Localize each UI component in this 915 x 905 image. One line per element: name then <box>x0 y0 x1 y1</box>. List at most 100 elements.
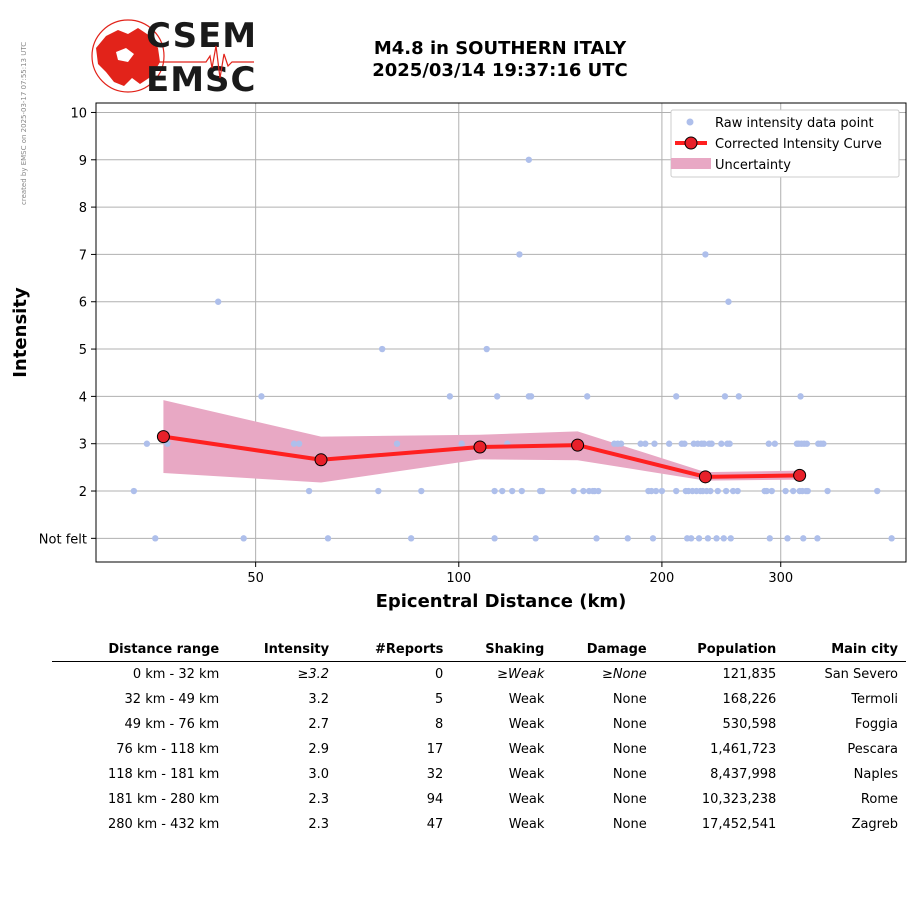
raw-data-point <box>888 535 895 542</box>
header-distance: Distance range <box>52 640 228 662</box>
table-cell: 94 <box>426 792 444 807</box>
table-cell: Foggia <box>854 717 898 732</box>
legend-raw-label: Raw intensity data point <box>715 116 874 131</box>
raw-data-point <box>820 440 827 447</box>
raw-data-point <box>516 251 523 258</box>
raw-data-point <box>700 440 708 447</box>
legend-band-label: Uncertainty <box>715 158 791 173</box>
raw-data-point <box>570 487 577 495</box>
raw-data-point <box>491 487 498 495</box>
table-cell: 280 km - 432 km <box>108 817 220 832</box>
raw-data-point <box>734 487 741 495</box>
raw-data-point <box>532 535 539 542</box>
raw-data-point <box>525 156 533 163</box>
logo-line1: CSEM <box>146 16 258 56</box>
table-cell: Rome <box>860 792 898 807</box>
y-tick-label: 7 <box>79 248 87 263</box>
x-tick-label: 200 <box>649 571 674 586</box>
raw-data-point <box>499 487 506 495</box>
table-cell: 5 <box>435 692 444 707</box>
table-header-row: Distance range Intensity #Reports Shakin… <box>52 640 906 662</box>
table-cell: 1,461,723 <box>710 742 777 757</box>
raw-data-point <box>527 393 535 400</box>
x-axis-label: Epicentral Distance (km) <box>376 591 627 612</box>
curve-marker <box>793 468 807 482</box>
raw-data-point <box>714 487 721 495</box>
raw-data-point <box>784 535 791 542</box>
summary-table: Distance range Intensity #Reports Shakin… <box>52 640 906 837</box>
raw-data-point <box>446 393 454 400</box>
raw-data-point <box>765 440 772 447</box>
raw-data-point <box>324 535 332 542</box>
raw-data-point <box>375 487 382 495</box>
raw-data-point <box>874 487 881 495</box>
raw-data-point <box>378 345 386 353</box>
globe-logo-icon <box>91 19 165 93</box>
y-axis-ticks: Not felt 2 3 4 5 6 7 8 9 10 <box>39 106 96 547</box>
table-cell: 3.0 <box>308 767 330 782</box>
curve-marker <box>473 440 487 454</box>
table-row: 280 km - 432 km 2.3 47 Weak None 17,452,541 Za… <box>52 812 906 837</box>
logo-line2: EMSC <box>146 60 257 100</box>
curve-marker <box>156 430 170 444</box>
plot-frame <box>95 102 907 563</box>
table-cell: Weak <box>508 742 545 757</box>
table-cell: 2.3 <box>308 817 330 832</box>
raw-data-point <box>771 440 779 447</box>
raw-data-point <box>152 535 159 542</box>
seismogram-icon <box>146 45 254 79</box>
raw-data-point <box>721 393 729 400</box>
table-cell: Termoli <box>851 692 898 707</box>
table-cell: Weak <box>508 692 545 707</box>
raw-data-point <box>735 393 742 400</box>
y-tick-label: 5 <box>79 343 87 358</box>
table-cell: San Severo <box>824 667 898 682</box>
raw-data-point <box>407 535 415 542</box>
raw-data-point <box>727 535 734 542</box>
raw-data-point <box>458 440 465 447</box>
legend-box <box>670 109 900 178</box>
table-cell: 47 <box>426 817 444 832</box>
raw-data-point <box>702 251 709 258</box>
table-cell: None <box>612 717 647 732</box>
table-cell: 8,437,998 <box>710 767 777 782</box>
table-cell: ≥None <box>601 667 647 682</box>
raw-data-point <box>418 487 425 495</box>
csem-emsc-logo: CSEM EMSC <box>88 16 258 100</box>
header-population: Population <box>654 640 785 662</box>
raw-data-point <box>763 487 770 495</box>
y-axis-label: Intensity <box>10 287 31 378</box>
title-line2: 2025/03/14 19:37:16 UTC <box>372 60 628 81</box>
raw-data-point <box>649 535 657 542</box>
table-cell: 2.3 <box>308 792 330 807</box>
y-tick-label: 4 <box>79 390 87 405</box>
legend-band-swatch <box>671 158 711 169</box>
raw-data-point <box>593 535 600 542</box>
y-tick-label: 10 <box>70 106 87 121</box>
curve-line <box>163 434 800 479</box>
table-cell: ≥Weak <box>497 667 545 682</box>
table-row: 118 km - 181 km 3.0 32 Weak None 8,437,998 Nap… <box>52 762 906 787</box>
legend-curve-label: Corrected Intensity Curve <box>715 137 882 152</box>
table-cell: Weak <box>508 767 545 782</box>
raw-data-point <box>718 440 725 447</box>
x-axis-ticks: 50 100 200 300 <box>247 562 793 586</box>
table-cell: Weak <box>508 817 545 832</box>
raw-data-point <box>720 535 727 542</box>
x-tick-label: 50 <box>247 571 264 586</box>
corrected-curve <box>156 430 807 484</box>
raw-data-point <box>295 440 303 447</box>
table-cell: ≥3.2 <box>297 667 330 682</box>
curve-marker <box>698 470 712 484</box>
table-cell: 32 km - 49 km <box>124 692 220 707</box>
header-intensity: Intensity <box>227 640 338 662</box>
raw-data-point <box>722 487 730 495</box>
y-tick-label: Not felt <box>39 532 87 547</box>
table-cell: None <box>612 742 647 757</box>
raw-data-point <box>652 487 660 495</box>
raw-data-points <box>130 156 895 542</box>
header-shaking: Shaking <box>451 640 553 662</box>
raw-data-point <box>800 535 807 542</box>
table-cell: None <box>612 767 647 782</box>
title-line1: M4.8 in SOUTHERN ITALY <box>373 38 627 59</box>
